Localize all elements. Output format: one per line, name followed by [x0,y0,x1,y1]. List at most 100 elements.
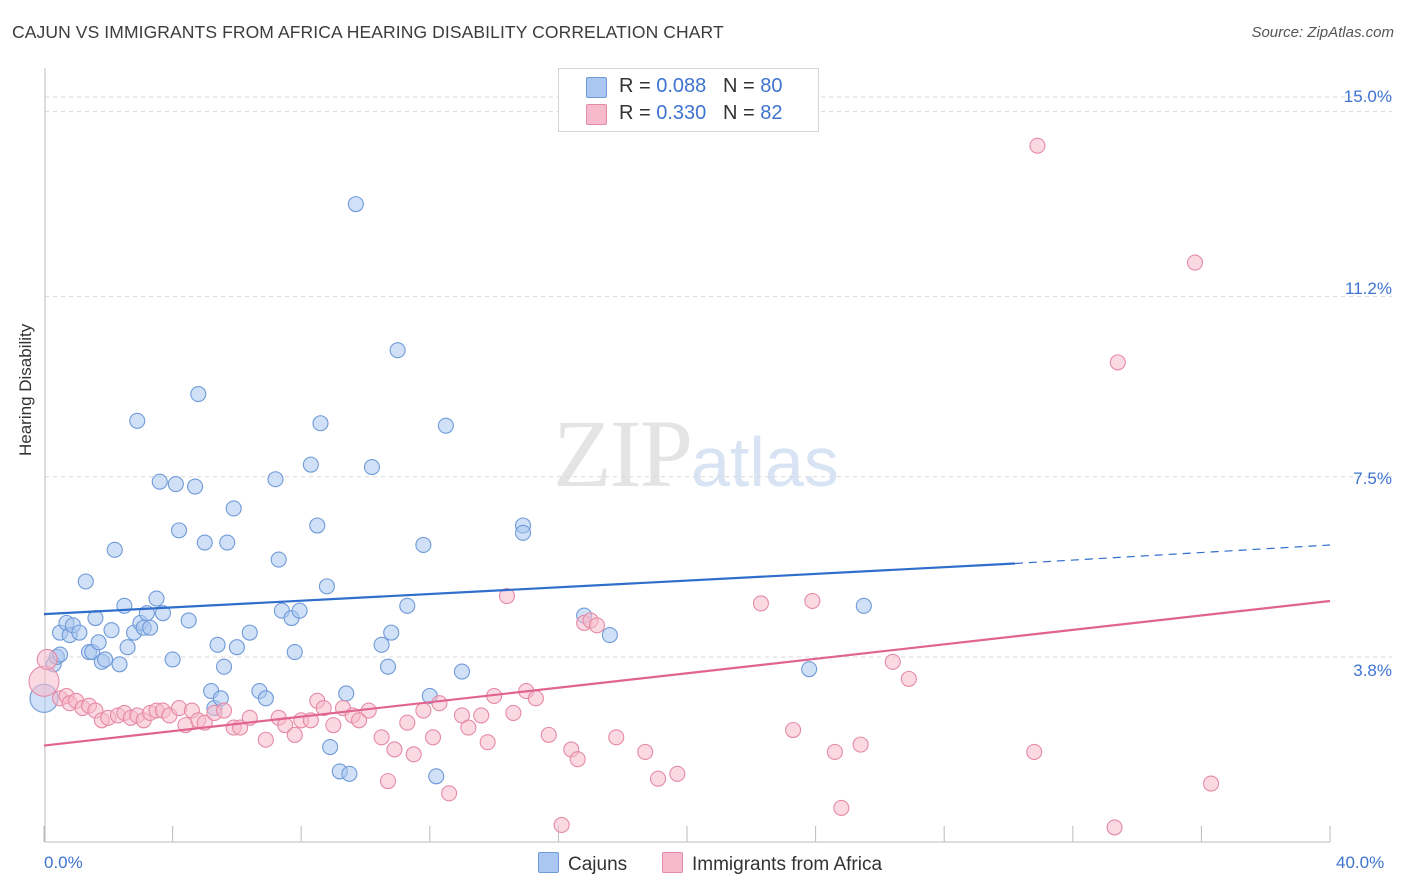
africa-point-38 [325,717,342,734]
watermark: ZIPatlas [553,398,839,509]
africa-point-37 [315,700,332,717]
africa-point-73 [785,721,802,739]
africa-trend-line [43,599,1331,747]
cajun-trend-line [43,562,1015,616]
africa-point-81 [1029,137,1046,154]
cajun-point-55 [309,517,326,534]
cajun-point-56 [312,415,329,432]
cajun-point-57 [318,578,335,595]
cajun-point-45 [241,624,258,641]
cajun-point-77 [601,627,618,644]
cajun-point-79 [855,597,872,614]
africa-point-80 [1026,743,1043,760]
cajun-point-18 [111,656,128,673]
legend-swatch-africa [586,104,607,125]
cajun-point-69 [415,536,432,554]
cajun-point-58 [322,738,339,756]
africa-point-33 [286,726,303,743]
x-tick-label-min: 0.0% [44,853,83,872]
cajun-point-31 [167,476,184,493]
cajun-point-39 [209,636,226,653]
africa-point-55 [479,734,496,751]
africa-point-67 [588,617,606,634]
africa-point-72 [752,595,769,612]
cajun-point-60 [338,685,355,702]
africa-point-48 [415,702,432,719]
cajun-point-17 [106,541,123,558]
cajun-trend-extension [1014,544,1331,565]
africa-point-51 [441,785,458,802]
africa-point-84 [1186,254,1204,271]
watermark-atlas: atlas [691,423,839,501]
africa-point-49 [424,729,442,746]
cajun-point-67 [389,342,406,359]
cajun-point-78 [801,661,818,678]
correlation-legend: R = 0.088 N = 80 R = 0.330 N = 82 [558,68,819,132]
cajun-point-22 [129,412,146,429]
cajun-point-47 [257,690,274,707]
legend-text-africa: R = 0.330 N = 82 [619,102,783,124]
legend-text-cajuns: R = 0.088 N = 80 [619,75,783,97]
cajun-point-35 [190,385,207,403]
cajun-point-16 [103,622,120,639]
chart-title: CAJUN VS IMMIGRANTS FROM AFRICA HEARING … [12,22,724,42]
africa-point-79 [900,670,917,687]
cajun-point-9 [77,573,94,590]
cajun-point-52 [286,644,303,661]
cajun-point-48 [267,471,284,488]
cajun-point-53 [291,602,308,619]
africa-point-61 [540,726,557,743]
africa-point-1 [36,648,58,670]
africa-point-46 [399,714,416,731]
x-tick-label-max: 40.0% [1336,853,1385,872]
cajun-point-62 [347,196,364,213]
cajun-point-13 [90,634,107,651]
africa-point-53 [460,719,477,736]
bottom-legend-swatch-africa [662,852,683,873]
africa-point-64 [569,751,586,768]
africa-point-45 [386,741,403,758]
africa-point-60 [527,690,544,707]
africa-point-77 [852,736,869,753]
africa-point-69 [637,743,654,760]
cajun-point-29 [151,473,168,490]
cajun-point-20 [119,639,136,656]
cajun-point-33 [180,612,197,629]
cajun-point-66 [383,624,400,641]
africa-point-0 [28,665,60,697]
cajun-point-41 [215,658,233,675]
y-tick-label-3-8: 3.8% [1353,661,1392,680]
africa-point-50 [431,695,448,712]
africa-point-41 [351,712,368,729]
cajun-point-71 [428,768,445,785]
cajun-point-68 [399,597,416,614]
cajun-point-72 [437,417,454,434]
bottom-legend-label-cajuns: Cajuns [568,854,628,875]
africa-point-74 [804,592,821,610]
africa-point-47 [405,746,422,763]
africa-point-44 [379,773,397,790]
cajun-point-49 [270,551,287,568]
africa-point-58 [505,704,522,722]
cajun-point-64 [373,636,390,653]
source-credit: Source: ZipAtlas.com [1251,24,1394,41]
cajun-point-34 [187,478,204,495]
cajun-point-27 [148,590,165,607]
cajun-point-54 [302,456,319,473]
africa-point-68 [608,729,625,746]
cajun-point-8 [71,624,88,641]
africa-point-71 [669,765,686,782]
africa-point-78 [884,653,901,670]
africa-point-62 [553,816,570,834]
africa-point-26 [215,702,233,719]
cajun-point-61 [341,765,358,782]
cajun-point-75 [514,524,532,541]
bottom-legend-cajuns: Cajuns [538,852,627,876]
africa-point-76 [833,799,850,816]
africa-point-82 [1106,819,1123,836]
cajun-point-44 [228,639,245,656]
cajun-point-32 [170,522,188,539]
africa-point-70 [650,770,667,787]
legend-swatch-cajuns [586,77,607,98]
